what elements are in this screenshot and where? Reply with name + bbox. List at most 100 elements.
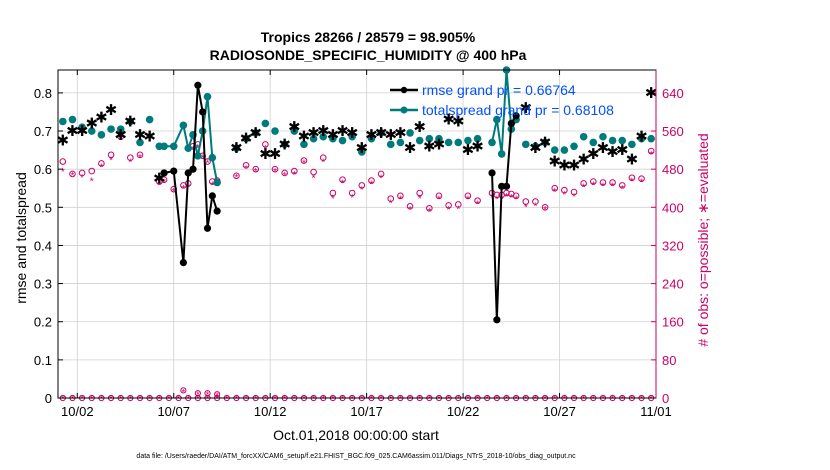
totalspread-scatter-point [589,138,598,147]
obs-evaluated-point: * [514,195,518,206]
obs-evaluated-zero-marker: * [379,394,383,404]
totalspread-point [179,121,188,130]
obs-evaluated-point: * [273,167,277,178]
totalspread-point [169,142,178,151]
obs-evaluated-zero-marker: * [399,394,403,404]
rmse-scatter-point: ✱ [548,154,561,171]
obs-evaluated-point: * [437,195,441,206]
obs-evaluated-point: * [582,182,586,193]
y-tick-label-left: 0 [45,391,52,406]
totalspread-point [488,138,496,147]
rmse-scatter-point: ✱ [645,85,658,102]
rmse-scatter-point: ✱ [529,140,542,157]
obs-possible-point [78,169,86,177]
totalspread-scatter-point [126,117,135,126]
obs-possible-point [512,192,520,200]
rmse-scatter-point: ✱ [606,144,619,161]
obs-evaluated-zero-marker: * [649,394,653,404]
totalspread-scatter-point [59,117,67,126]
totalspread-point [184,144,193,152]
rmse-scatter-point: ✱ [423,138,436,155]
obs-evaluated-zero-marker: * [418,394,422,404]
obs-possible-point [580,180,587,187]
obs-possible-point [406,203,414,210]
totalspread-point [160,142,168,151]
obs-evaluated-zero-marker: * [457,394,461,404]
obs-evaluated-point: * [466,195,470,206]
obs-evaluated-zero-marker: * [302,394,306,404]
totalspread-scatter-point [261,119,270,128]
chart-title-line1: Tropics 28266 / 28579 = 98.905% [261,29,476,45]
rmse-scatter-point: ✱ [558,157,571,174]
obs-evaluated-zero-marker: * [186,394,190,404]
obs-evaluated-point: * [283,171,287,182]
totalspread-scatter-point [579,132,588,141]
y-axis-right-label: # of obs: o=possible; ∗=evaluated [695,133,711,346]
obs-evaluated-zero-marker: * [601,394,605,404]
legend: rmse grand pr = 0.66764 totalspread gran… [390,82,614,118]
obs-evaluated-point: * [302,158,306,169]
x-tick-label: 10/02 [61,404,94,419]
obs-evaluated-zero-marker: * [543,394,547,404]
obs-evaluated-zero-marker: * [235,394,239,404]
obs-evaluated-zero-marker: * [437,394,441,404]
obs-evaluated-zero-marker: * [408,394,412,404]
obs-possible-spike-marker [194,390,201,397]
obs-evaluated-point: * [206,158,210,169]
obs-possible-point [454,201,462,208]
obs-evaluated-zero-marker: * [466,394,470,404]
rmse-scatter-point: ✱ [626,152,639,169]
obs-evaluated-point: * [99,162,103,173]
y-tick-label-left: 0.7 [34,124,52,139]
x-tick-label: 11/01 [640,404,672,419]
obs-evaluated-point: * [572,192,576,203]
totalspread-scatter-point [232,144,241,152]
rmse-scatter-point: ✱ [471,138,484,155]
obs-evaluated-point: * [601,181,605,192]
obs-evaluated-spike-marker: * [206,390,210,400]
obs-possible-point [368,177,375,184]
obs-evaluated-point: * [524,202,528,213]
totalspread-scatter-point [251,129,260,137]
rmse-scatter-point: ✱ [259,146,272,163]
obs-evaluated-zero-marker: * [196,394,200,404]
obs-possible-point [160,176,168,183]
rmse-scatter-point: ✱ [520,100,533,117]
totalspread-scatter-point [338,136,347,145]
rmse-point [213,207,221,215]
obs-evaluated-zero-marker: * [331,394,335,404]
rmse-scatter-point: ✱ [452,113,465,130]
obs-evaluated-zero-marker: * [485,394,489,404]
y-tick-label-right: 560 [662,124,684,139]
obs-evaluated-point: * [495,195,499,206]
obs-evaluated-point: * [408,205,412,216]
obs-evaluated-zero-marker: * [640,394,644,404]
obs-evaluated-point: * [543,205,547,216]
obs-possible-point [474,197,481,204]
y-tick-label-right: 160 [662,315,684,330]
rmse-scatter-point: ✱ [384,127,397,144]
obs-possible-point [377,170,385,178]
totalspread-scatter-point [290,127,299,135]
totalspread-scatter-point [280,140,289,149]
obs-evaluated-zero-marker: * [341,394,345,404]
obs-possible-point [590,178,597,185]
rmse-scatter-point: ✱ [57,133,70,150]
obs-evaluated-zero-marker: * [148,394,152,404]
totalspread-scatter-point [87,127,96,135]
obs-possible-point [262,141,269,148]
obs-evaluated-zero-marker: * [293,394,297,404]
obs-evaluated-zero-marker: * [206,394,210,404]
rmse-point [184,169,192,177]
obs-possible-point [117,133,124,141]
rmse-point [208,192,216,200]
obs-possible-point [98,160,105,167]
legend-rmse-label: rmse grand pr = 0.66764 [422,82,576,98]
obs-evaluated-zero-marker: * [553,394,557,404]
totalspread-scatter-point [271,127,279,135]
obs-possible-point [638,175,645,182]
obs-evaluated-point: * [119,135,123,146]
rmse-point [170,167,178,175]
totalspread-scatter-point [560,146,569,154]
obs-evaluated-point: * [418,194,422,205]
